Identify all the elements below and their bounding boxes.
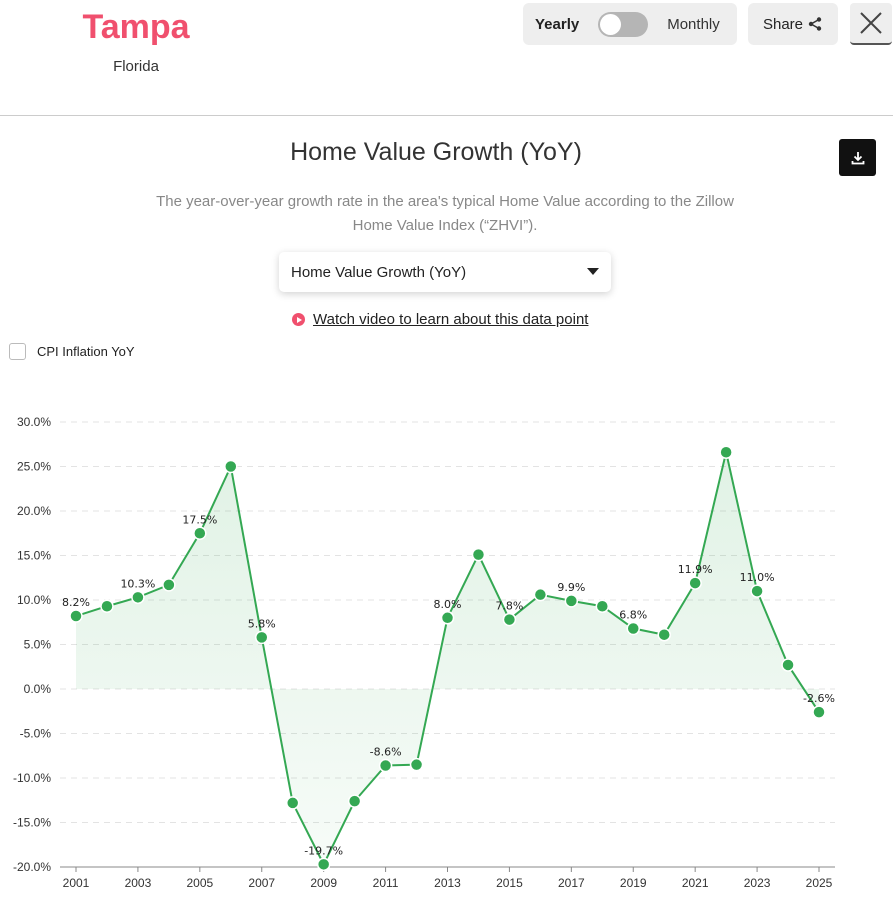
data-point [162, 578, 176, 592]
data-label: -19.7% [304, 844, 343, 857]
x-tick-label: 2019 [620, 876, 647, 890]
y-tick-label: 15.0% [17, 549, 51, 563]
y-tick-label: 20.0% [17, 504, 51, 518]
line-chart: 30.0% 25.0% 20.0% 15.0% 10.0% 5.0% 0.0% -5.0% -1… [13, 415, 835, 890]
data-label: 5.8% [248, 617, 276, 630]
data-point [626, 621, 640, 636]
state-name: Florida [113, 58, 159, 75]
chart-title: Home Value Growth (YoY) [290, 138, 582, 166]
data-point [131, 590, 145, 605]
city-name: Tampa [82, 8, 190, 46]
data-point [688, 576, 702, 590]
data-label: 11.9% [678, 563, 713, 576]
data-label: 11.0% [740, 571, 775, 584]
data-point [657, 627, 671, 642]
y-tick-label: -5.0% [20, 727, 52, 741]
data-point [316, 857, 331, 872]
share-icon [808, 17, 822, 31]
data-label: 10.3% [120, 577, 155, 590]
data-point [564, 594, 579, 608]
metric-select[interactable]: Home Value Growth (YoY) [279, 252, 611, 292]
video-link[interactable]: Watch video to learn about this data poi… [292, 311, 588, 328]
data-point [100, 599, 114, 613]
data-label: 7.8% [495, 600, 523, 613]
area-fill [76, 452, 819, 865]
data-label: 8.2% [62, 596, 90, 609]
data-point [378, 758, 393, 773]
metric-select-value: Home Value Growth (YoY) [291, 263, 467, 281]
x-tick-label: 2009 [310, 876, 337, 890]
data-point [224, 459, 238, 474]
y-tick-label: 30.0% [17, 415, 51, 429]
checkbox-box[interactable] [9, 343, 26, 360]
x-tick-label: 2023 [744, 876, 771, 890]
x-tick-label: 2005 [186, 876, 213, 890]
x-tick-label: 2017 [558, 876, 585, 890]
data-label: 9.9% [557, 581, 585, 594]
monthly-label: Monthly [667, 15, 720, 33]
y-tick-label: 25.0% [17, 460, 51, 474]
share-label: Share [762, 15, 804, 33]
data-point [347, 794, 362, 808]
y-tick-label: 5.0% [24, 638, 52, 652]
data-point [69, 609, 83, 623]
yearly-label: Yearly [535, 15, 580, 33]
x-tick-label: 2025 [806, 876, 833, 890]
data-point [595, 599, 610, 613]
y-tick-label: 0.0% [24, 682, 52, 696]
x-tick-label: 2013 [434, 876, 461, 890]
cpi-checkbox[interactable]: CPI Inflation YoY [9, 343, 135, 360]
data-label: 6.8% [619, 608, 647, 621]
x-tick-label: 2001 [63, 876, 90, 890]
download-icon [851, 151, 864, 164]
data-label: 17.5% [182, 513, 217, 526]
download-button[interactable] [839, 139, 876, 176]
data-point [502, 612, 517, 627]
data-label: 8.0% [434, 598, 462, 611]
data-point [440, 611, 455, 625]
data-point [193, 526, 207, 540]
frequency-toggle[interactable]: Yearly Monthly [523, 3, 737, 45]
x-tick-label: 2015 [496, 876, 523, 890]
data-point [285, 796, 300, 810]
y-tick-label: -20.0% [13, 860, 51, 874]
chart-subtitle: The year-over-year growth rate in the ar… [156, 193, 734, 234]
close-button[interactable] [850, 3, 892, 45]
x-tick-label: 2003 [125, 876, 152, 890]
data-point [255, 630, 269, 645]
toggle-switch[interactable] [598, 11, 649, 37]
data-point [719, 445, 733, 460]
x-tick-label: 2007 [248, 876, 275, 890]
play-icon [292, 313, 305, 326]
data-point [409, 757, 424, 772]
header-divider [0, 115, 893, 116]
data-point [471, 547, 486, 562]
data-label: -8.6% [370, 746, 402, 759]
data-point [533, 587, 548, 602]
video-link-text: Watch video to learn about this data poi… [313, 311, 589, 328]
x-tick-label: 2011 [373, 876, 399, 890]
toggle-knob [600, 13, 622, 35]
close-icon [860, 12, 882, 34]
y-tick-label: -10.0% [13, 771, 51, 785]
data-point [750, 584, 764, 598]
y-tick-label: -15.0% [13, 816, 51, 830]
caret-down-icon [587, 268, 599, 275]
data-label: -2.6% [803, 692, 835, 705]
x-tick-label: 2021 [682, 876, 709, 890]
y-tick-label: 10.0% [17, 593, 51, 607]
data-point [781, 658, 795, 672]
share-button[interactable]: Share [748, 3, 838, 45]
cpi-label: CPI Inflation YoY [37, 344, 135, 359]
data-point [812, 705, 826, 719]
